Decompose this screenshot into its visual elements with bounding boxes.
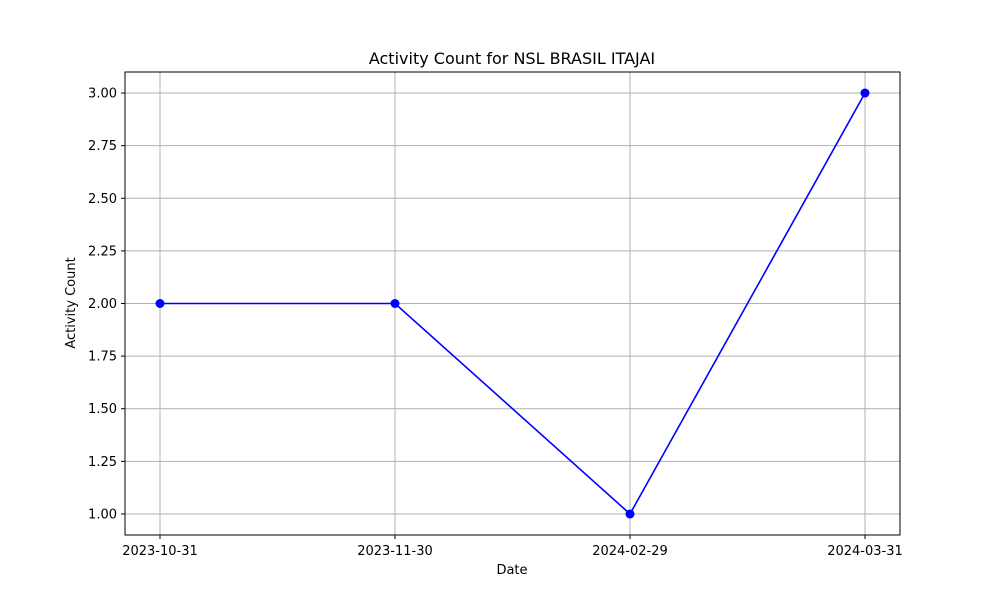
y-tick-label: 1.75 <box>88 350 117 365</box>
data-point <box>155 299 165 308</box>
y-tick-label: 1.00 <box>88 507 117 522</box>
y-tick-label: 1.50 <box>88 402 117 417</box>
x-tick-label: 2023-11-30 <box>357 544 433 559</box>
data-point <box>860 88 870 98</box>
data-point <box>625 509 635 519</box>
x-tick-label: 2024-02-29 <box>592 544 668 559</box>
y-tick-label: 2.25 <box>88 244 117 259</box>
y-axis: 1.00 1.25 1.50 1.75 2.00 2.25 2.50 2.75 3.00 <box>88 87 125 522</box>
y-axis-label: Activity Count <box>64 257 79 348</box>
y-tick-label: 1.25 <box>88 455 117 470</box>
x-axis: 2023-10-31 2023-11-30 2024-02-29 2024-03-31 <box>122 535 903 559</box>
x-tick-label: 2023-10-31 <box>122 544 198 559</box>
x-tick-label: 2024-03-31 <box>827 544 903 559</box>
y-tick-label: 3.00 <box>88 87 117 102</box>
grid <box>125 72 900 535</box>
y-tick-label: 2.50 <box>88 192 117 207</box>
chart-title: Activity Count for NSL BRASIL ITAJAI <box>369 49 655 68</box>
y-tick-label: 2.75 <box>88 139 117 154</box>
series-line <box>160 92 866 516</box>
y-tick-label: 2.00 <box>88 297 117 312</box>
data-point <box>390 299 400 308</box>
x-axis-label: Date <box>496 563 527 578</box>
series <box>155 88 870 519</box>
